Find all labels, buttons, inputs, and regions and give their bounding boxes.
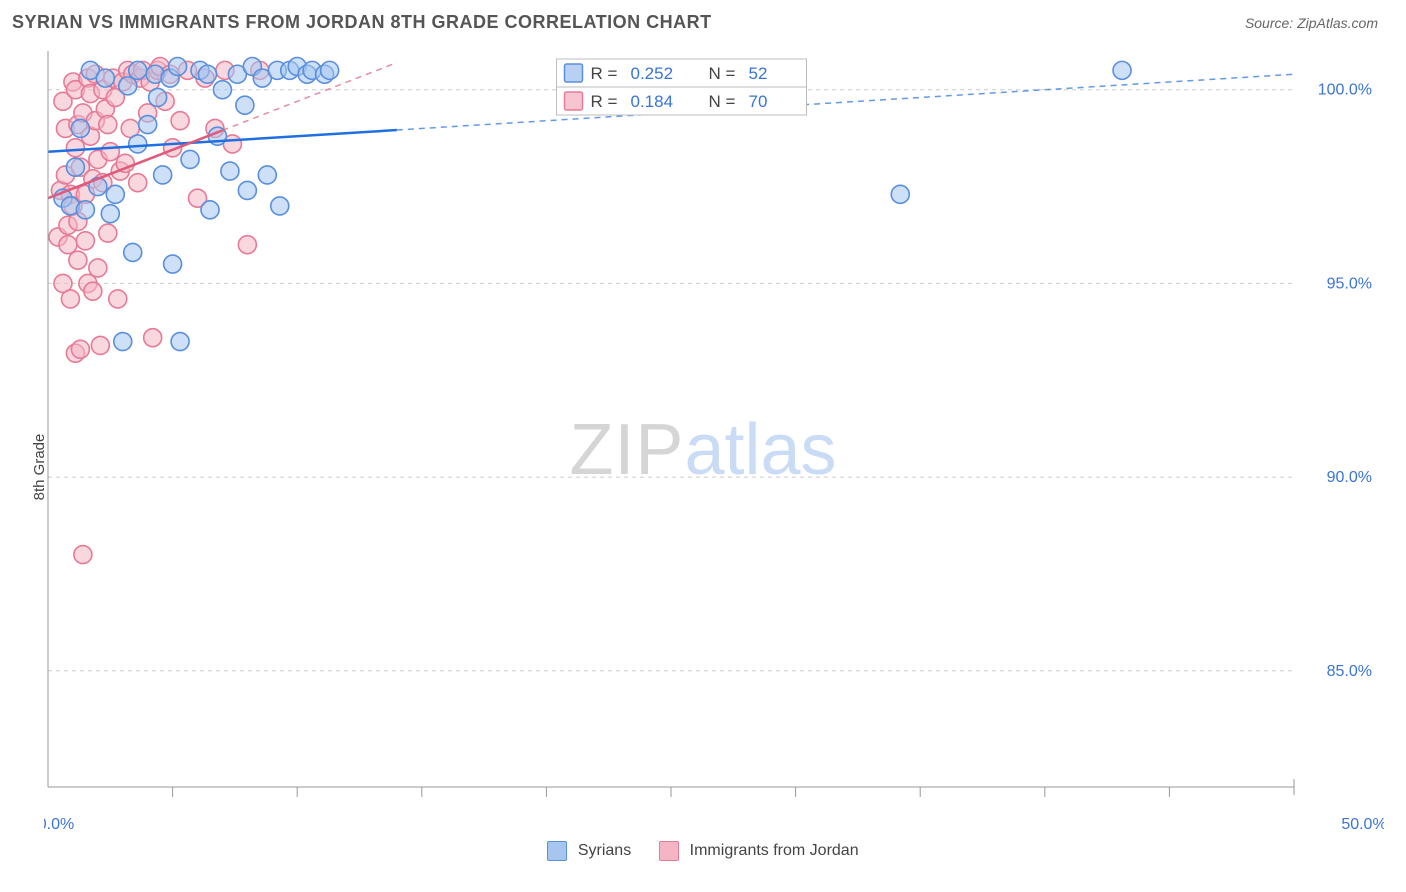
legend-swatch-syrians xyxy=(547,841,567,861)
chart-title: SYRIAN VS IMMIGRANTS FROM JORDAN 8TH GRA… xyxy=(12,12,712,33)
legend-label-jordan: Immigrants from Jordan xyxy=(690,842,859,859)
bottom-legend: Syrians Immigrants from Jordan xyxy=(0,841,1406,861)
chart-area: 8th Grade 85.0%90.0%95.0%100.0% 0.0%50.0… xyxy=(0,41,1406,892)
source-label: Source: ZipAtlas.com xyxy=(1245,15,1378,31)
svg-text:R =: R = xyxy=(591,64,618,83)
svg-text:0.184: 0.184 xyxy=(631,92,674,111)
svg-text:95.0%: 95.0% xyxy=(1327,275,1372,292)
svg-text:N =: N = xyxy=(709,64,736,83)
legend-item-jordan: Immigrants from Jordan xyxy=(659,841,858,861)
legend-label-syrians: Syrians xyxy=(578,842,631,859)
svg-text:52: 52 xyxy=(749,64,768,83)
legend-swatch-jordan xyxy=(659,841,679,861)
svg-text:R =: R = xyxy=(591,92,618,111)
svg-text:70: 70 xyxy=(749,92,768,111)
svg-text:90.0%: 90.0% xyxy=(1327,469,1372,486)
svg-text:N =: N = xyxy=(709,92,736,111)
svg-text:100.0%: 100.0% xyxy=(1318,82,1372,99)
svg-text:0.252: 0.252 xyxy=(631,64,674,83)
scatter-plot: 85.0% 90.0% 95.0% 100.0% 0.0% 50.0% R = 0.252… xyxy=(44,47,1384,837)
svg-text:0.0%: 0.0% xyxy=(44,816,74,833)
svg-text:50.0%: 50.0% xyxy=(1341,816,1384,833)
svg-text:85.0%: 85.0% xyxy=(1327,663,1372,680)
legend-item-syrians: Syrians xyxy=(547,841,631,861)
